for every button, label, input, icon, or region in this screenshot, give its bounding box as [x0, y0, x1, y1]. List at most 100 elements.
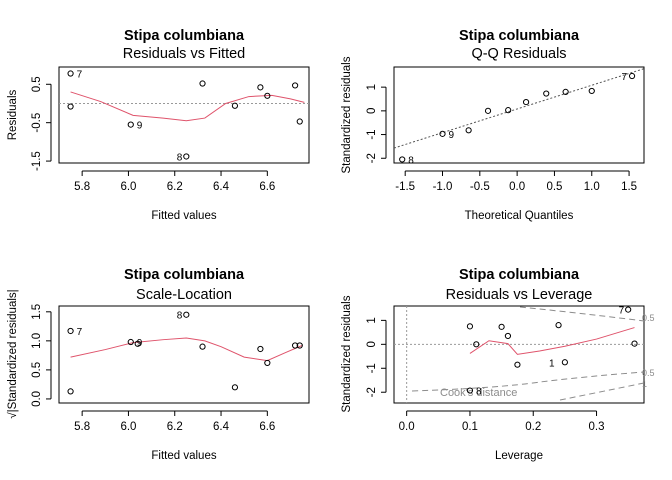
panel3-data-point: [231, 384, 239, 391]
panel4-point-label: 1: [549, 358, 555, 369]
panel1-data-point: [67, 103, 74, 110]
panel4-point-label: 8: [476, 387, 482, 398]
panel4-data-point: [514, 361, 521, 368]
panel2-data-point: [484, 107, 492, 114]
panel2-xtick-label: -0.5: [470, 181, 490, 193]
panel2-ytick-label: -1: [366, 129, 378, 139]
panel4-cooks-contour-lower-1: [559, 382, 645, 401]
panel2-title: Stipa columbiana: [459, 28, 580, 44]
panel1-data-point: [264, 92, 271, 99]
panel2-xlabel: Theoretical Quantiles: [465, 210, 574, 222]
panel4-cooks-level-lower-05: 0.5: [642, 368, 655, 378]
panel1-data-point: [199, 80, 206, 87]
panel4-smoother: [469, 327, 635, 355]
panel3-data-point: [292, 342, 299, 349]
panel4-data-point: [555, 322, 562, 329]
panel4-yaxis: -2 -1 0 1: [366, 317, 387, 397]
panel3-ytick-label: 0.5: [31, 362, 43, 378]
panel3-data-point: [183, 311, 190, 318]
panel1-xaxis: 5.8 6.0 6.2 6.4 6.6: [74, 170, 275, 193]
panel1-point-label: 9: [137, 121, 143, 132]
panel-residuals-vs-fitted: Stipa columbiana Residuals vs Fitted Fit…: [7, 28, 310, 222]
panel3-xtick-label: 6.4: [213, 421, 230, 433]
panel1-data-point: [67, 70, 74, 77]
panel2-qq-reference-line: [393, 68, 645, 149]
panel3-point-label: 9: [137, 338, 143, 349]
panel3-xtick-label: 6.0: [120, 421, 136, 433]
panel4-subtitle: Residuals vs Leverage: [446, 287, 593, 303]
panel2-data-point: [588, 87, 595, 95]
panel4-cooks-distance-label: Cook's distance: [440, 387, 517, 399]
panel1-xtick-label: 5.8: [74, 181, 90, 193]
panel1-yaxis: -1.5 -0.5 0.5: [31, 76, 52, 171]
panel2-data-point: [505, 107, 512, 114]
panel3-plot-frame: [58, 305, 310, 404]
panel4-xlabel: Leverage: [495, 450, 543, 462]
panel3-xlabel: Fitted values: [151, 450, 216, 462]
panel1-ytick-label: -0.5: [31, 113, 43, 133]
panel2-points: [399, 72, 636, 163]
panel-residuals-vs-leverage: Stipa columbiana Residuals vs Leverage L…: [341, 267, 655, 462]
panel3-subtitle: Scale-Location: [136, 287, 232, 303]
panel1-point-label: 8: [177, 152, 183, 163]
panel1-ytick-label: -1.5: [31, 151, 43, 171]
panel3-point-label: 8: [177, 311, 183, 322]
panel4-smoother-line: [469, 327, 635, 355]
panel1-xlabel: Fitted values: [151, 210, 216, 222]
panel-scale-location: Stipa columbiana Scale-Location Fitted v…: [6, 267, 310, 462]
panel4-points: [466, 306, 638, 394]
panel3-xtick-label: 6.2: [167, 421, 183, 433]
panel4-xtick-label: 0.2: [525, 421, 541, 433]
panel4-data-point: [473, 341, 480, 348]
panel2-data-point: [439, 130, 446, 137]
panel2-ytick-label: -2: [366, 153, 378, 163]
panel4-xtick-label: 0.0: [399, 421, 415, 433]
panel3-ylabel: √|Standardized residuals|: [6, 289, 19, 418]
panel1-smoother-line: [70, 91, 305, 122]
panel1-plot-frame: [58, 66, 310, 164]
panel2-yaxis: -2 -1 0 1: [366, 84, 387, 163]
panel1-xtick-label: 6.4: [213, 181, 230, 193]
panel4-ytick-label: 0: [366, 341, 378, 347]
panel4-xtick-label: 0.1: [462, 421, 478, 433]
panel4-cooks-contours: [394, 306, 645, 403]
panel2-plot-frame: [393, 66, 645, 164]
panel2-xtick-label: 1.0: [584, 181, 600, 193]
panel2-ytick-label: 1: [366, 84, 378, 90]
panel4-data-point: [625, 306, 632, 313]
panel1-data-point: [292, 82, 299, 89]
panel1-data-point: [231, 102, 239, 109]
panel4-ylabel: Standardized residuals: [341, 295, 353, 412]
panel3-data-point: [264, 359, 271, 367]
panel2-xtick-label: 0.5: [546, 181, 562, 193]
panel4-ytick-label: -1: [366, 363, 378, 373]
panel2-ylabel: Standardized residuals: [341, 56, 353, 173]
panel2-data-point: [522, 98, 530, 106]
panel4-title: Stipa columbiana: [459, 267, 580, 283]
panel1-xtick-label: 6.6: [259, 181, 275, 193]
panel1-data-point: [296, 118, 303, 125]
panel3-points: [67, 311, 303, 395]
panel2-xaxis: -1.5 -1.0 -0.5 0.0 0.5 1.0 1.5: [395, 170, 637, 193]
panel4-cooks-level-upper: 0.5: [642, 313, 655, 323]
panel3-data-point: [296, 342, 303, 349]
panel2-xtick-label: -1.0: [433, 181, 453, 193]
panel2-ytick-label: 0: [366, 108, 378, 114]
panel3-smoother: [70, 337, 303, 362]
panel1-points: [67, 70, 303, 160]
panel1-data-point: [127, 121, 134, 128]
panel1-xtick-label: 6.0: [120, 181, 136, 193]
panel4-ytick-label: -2: [366, 387, 378, 397]
panel4-xtick-label: 0.3: [589, 421, 605, 433]
panel3-data-point: [127, 338, 134, 346]
panel1-data-point: [257, 84, 264, 91]
panel4-xaxis: 0.0 0.1 0.2 0.3: [399, 410, 605, 433]
panel2-data-point: [562, 88, 569, 95]
panel4-point-labels: 8 1 7: [476, 306, 625, 398]
panel2-data-point: [465, 127, 472, 134]
panel2-point-label: 9: [449, 130, 455, 141]
panel-qq-residuals: Stipa columbiana Q-Q Residuals Theoretic…: [341, 28, 645, 222]
panel3-data-point: [134, 340, 141, 347]
panel3-ytick-label: 0.0: [31, 391, 43, 407]
panel1-point-label: 7: [77, 70, 83, 81]
